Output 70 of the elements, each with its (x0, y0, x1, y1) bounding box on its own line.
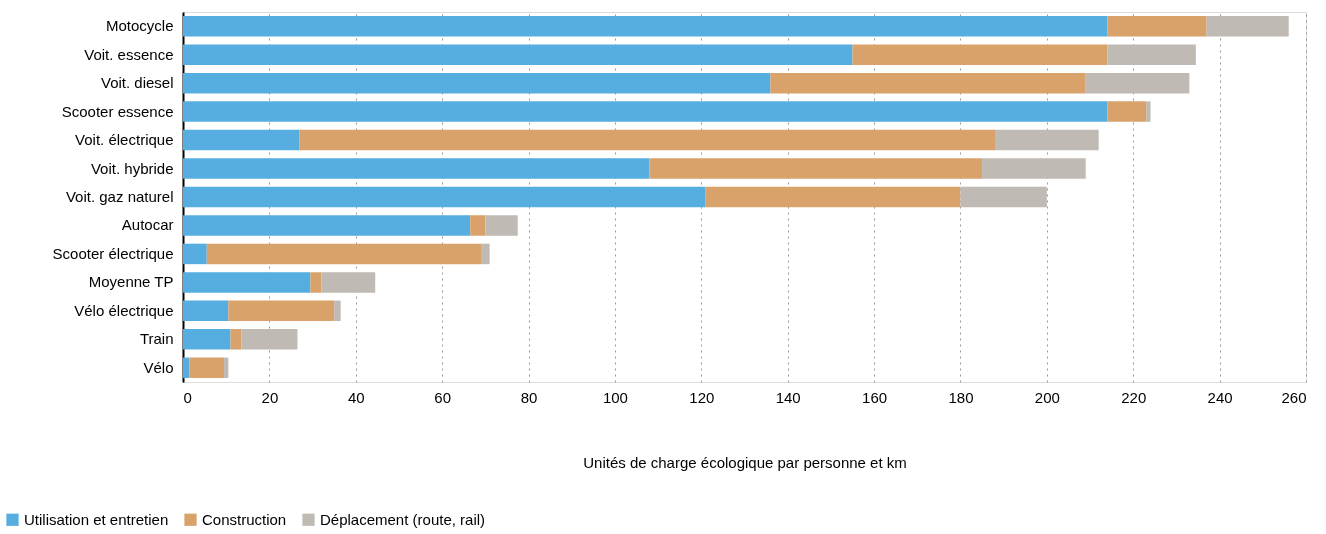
y-tick-label: Voit. électrique (75, 131, 174, 149)
x-axis-title: Unités de charge écologique par personne et km (583, 453, 907, 471)
y-tick-label: Train (139, 330, 174, 348)
bar (1107, 15, 1207, 37)
y-tick-label: Vélo électrique (74, 301, 174, 319)
bar (241, 329, 298, 350)
bar (299, 129, 996, 151)
bar (183, 186, 706, 208)
x-tick-label: 200 (1034, 388, 1060, 406)
bar (470, 215, 486, 236)
bar (321, 272, 376, 293)
bar (485, 215, 518, 236)
bar (228, 300, 335, 322)
bar (705, 186, 961, 208)
x-tick-label: 40 (347, 388, 365, 406)
bar (481, 243, 490, 265)
x-tick-label: 60 (434, 388, 451, 406)
x-tick-label: 160 (862, 388, 888, 406)
x-tick-label: 180 (948, 388, 974, 406)
bar (230, 329, 242, 350)
bar (982, 158, 1086, 179)
y-tick-label: Moyenne TP (88, 273, 174, 291)
bar (334, 300, 341, 322)
bar (1146, 101, 1151, 122)
x-tick-label: 140 (775, 388, 801, 406)
bar (183, 243, 207, 265)
x-tick-label: 100 (602, 388, 628, 406)
legend-label: Déplacement (route, rail) (320, 510, 486, 528)
bar (770, 72, 1086, 94)
bar (1107, 101, 1147, 122)
bar (183, 44, 853, 65)
x-tick-label: 120 (689, 388, 715, 406)
bar (960, 186, 1047, 208)
bar (189, 357, 225, 379)
y-tick-label: Vélo (143, 358, 174, 376)
bar (852, 44, 1108, 65)
bar (183, 329, 231, 350)
bar (1107, 44, 1196, 65)
x-tick-label: 260 (1281, 388, 1307, 406)
bar (224, 357, 229, 379)
y-tick-label: Scooter essence (61, 102, 174, 120)
bar (183, 101, 1108, 122)
y-tick-label: Voit. hybride (90, 159, 174, 177)
legend-label: Construction (202, 510, 287, 528)
y-tick-label: Voit. diesel (100, 74, 174, 92)
bar (1206, 15, 1289, 37)
y-tick-label: Voit. gaz naturel (65, 188, 174, 205)
bar (183, 158, 650, 179)
bar (1085, 72, 1190, 94)
bar (310, 272, 322, 293)
bar (183, 72, 771, 94)
bar (183, 129, 300, 151)
y-tick-label: Voit. essence (84, 45, 174, 63)
bar (649, 158, 983, 179)
x-tick-label: 220 (1121, 388, 1147, 406)
y-tick-label: Scooter électrique (52, 244, 174, 262)
bar (183, 15, 1108, 37)
bar (995, 129, 1099, 151)
y-tick-label: Motocycle (105, 17, 174, 35)
bar (183, 357, 190, 379)
bar (206, 243, 482, 265)
x-tick-label: 80 (520, 388, 538, 406)
x-tick-label: 20 (261, 388, 279, 406)
y-tick-label: Autocar (121, 216, 174, 234)
legend-label: Utilisation et entretien (24, 510, 169, 528)
x-tick-label: 240 (1207, 388, 1233, 406)
bar (183, 300, 229, 322)
bar (183, 272, 311, 293)
bar (183, 215, 471, 236)
x-tick-label: 0 (183, 388, 192, 406)
